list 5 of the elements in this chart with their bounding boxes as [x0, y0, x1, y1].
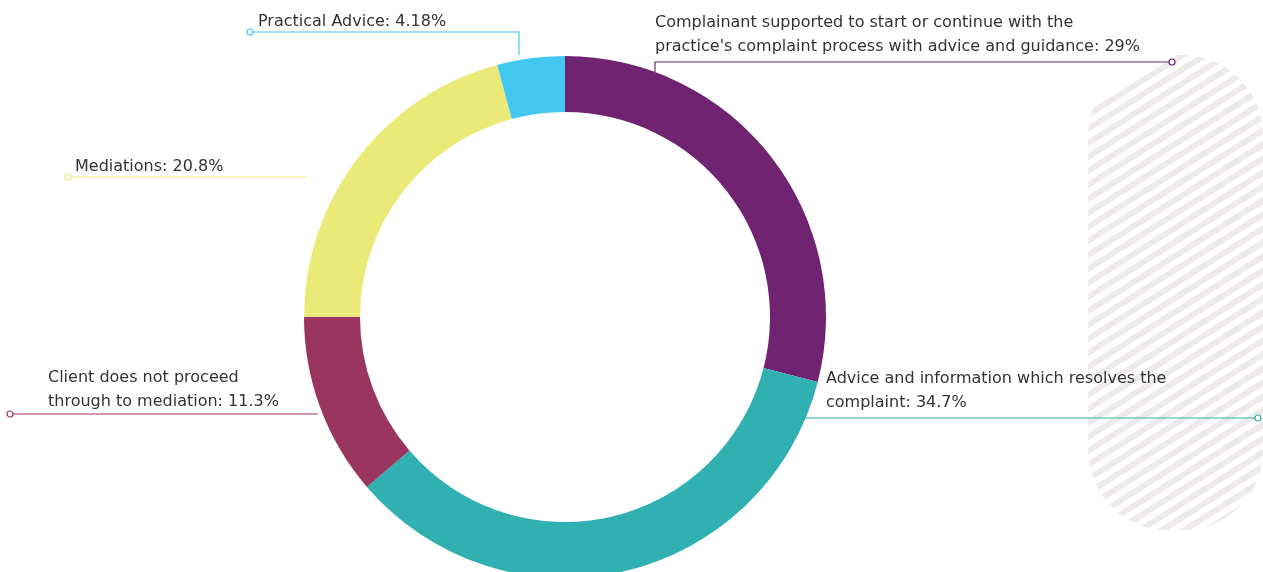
slice-label: Complainant supported to start or continue with the practice's complaint process with advice and guidance: 29%	[655, 11, 1141, 57]
slice-label: Client does not proceed through to mediation: 11.3%	[48, 366, 280, 412]
slice-label: Mediations: 20.8%	[75, 155, 225, 177]
slice-label: Advice and information which resolves the complaint: 34.7%	[826, 367, 1168, 413]
slice-label: Practical Advice: 4.18%	[258, 10, 448, 32]
